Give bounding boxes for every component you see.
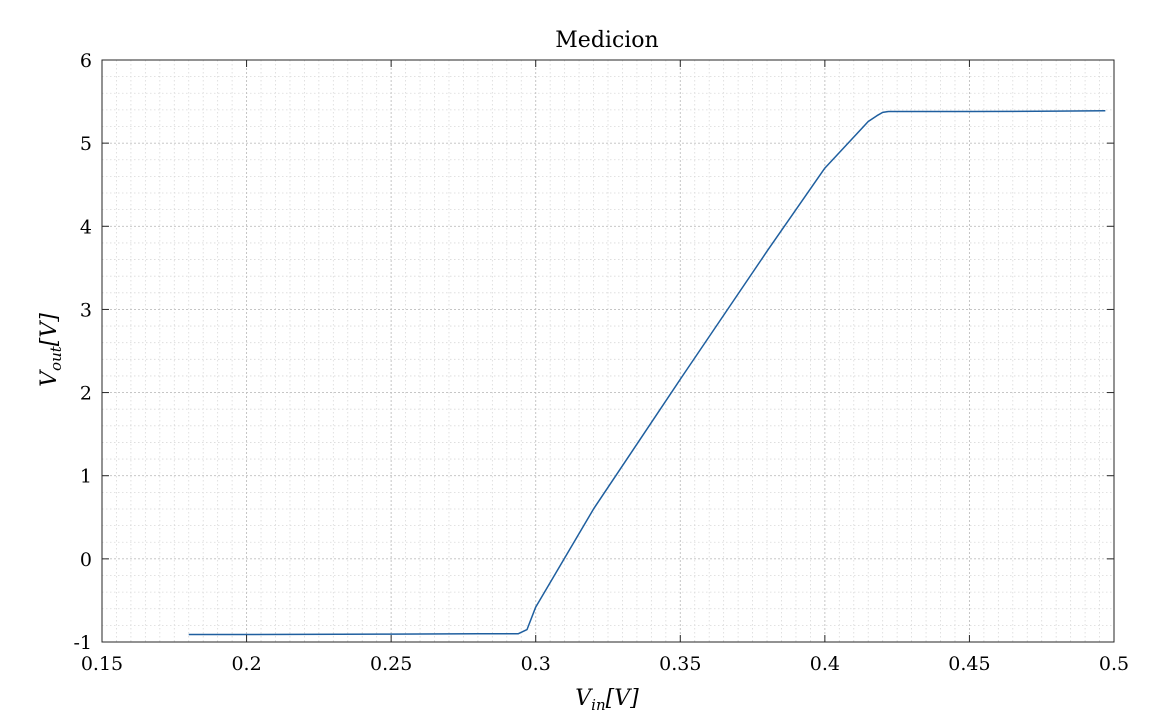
plot-frame (101, 59, 1115, 643)
x-axis-label-sub: in (591, 696, 605, 714)
x-axis-label-unit: [V] (606, 686, 639, 711)
series-line (188, 109, 1106, 636)
x-tick-label: 0.15 (81, 653, 123, 675)
y-axis-label-unit: [V] (37, 313, 62, 346)
x-tick-label: 0.5 (1099, 653, 1129, 675)
y-tick-label: 6 (80, 50, 92, 72)
y-tick-label: 4 (80, 216, 92, 238)
y-axis-label: Vout[V] (37, 313, 65, 387)
x-tick-label: 0.35 (659, 653, 701, 675)
x-tick-label: 0.4 (810, 653, 840, 675)
y-tick-label: 3 (80, 299, 92, 321)
x-axis-label: Vin[V] (575, 686, 639, 714)
y-tick-label: 2 (80, 383, 92, 405)
y-axis-label-main: V (37, 369, 62, 387)
x-tick-label: 0.2 (231, 653, 261, 675)
y-tick-label: 0 (80, 549, 92, 571)
x-axis-label-main: V (575, 686, 593, 711)
tick-labels: 0.15 0.2 0.25 0.3 0.35 0.4 0.45 0.5 -1 0 1 2 3 4 5 6 (73, 50, 1129, 675)
y-tick-label: 1 (80, 466, 92, 488)
chart-title: Medicion (555, 28, 658, 53)
x-tick-label: 0.3 (521, 653, 551, 675)
x-tick-label: 0.25 (370, 653, 412, 675)
y-tick-label: 5 (80, 133, 92, 155)
x-tick-label: 0.45 (948, 653, 990, 675)
y-tick-label: -1 (73, 632, 92, 654)
y-axis-label-sub: out (47, 345, 65, 371)
ticks (101, 59, 1115, 643)
